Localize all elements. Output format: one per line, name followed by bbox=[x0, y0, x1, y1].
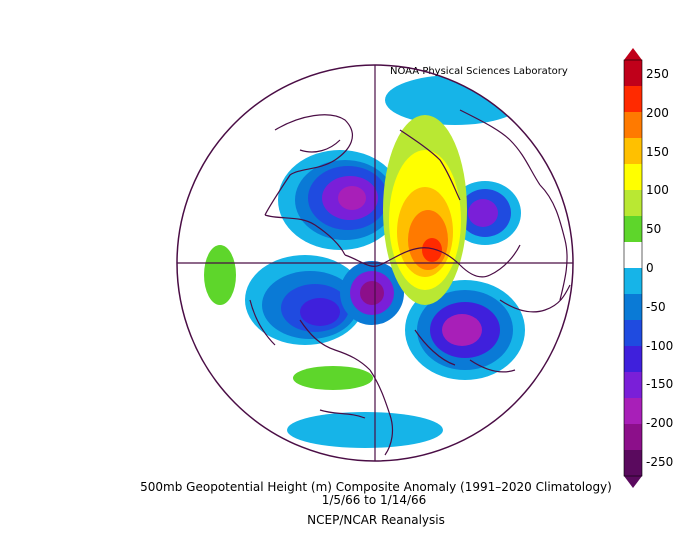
colorbar-arrow-up bbox=[624, 48, 642, 60]
anomaly-blob bbox=[293, 366, 373, 390]
anomaly-blob bbox=[287, 412, 443, 448]
colorbar-tick-label: -250 bbox=[646, 455, 674, 469]
anomaly-low-pacific bbox=[245, 255, 365, 345]
colorbar-segment bbox=[624, 112, 642, 139]
colorbar-segment bbox=[624, 294, 642, 321]
colorbar-segment bbox=[624, 164, 642, 191]
caption-line2: 1/5/66 to 1/14/66 bbox=[321, 493, 427, 507]
anomaly-field bbox=[204, 75, 525, 448]
colorbar-tick-label: 50 bbox=[646, 222, 662, 237]
anomaly-low-center bbox=[340, 261, 404, 325]
colorbar-outline bbox=[623, 59, 643, 477]
caption-line3: NCEP/NCAR Reanalysis bbox=[307, 513, 445, 527]
colorbar-segment bbox=[624, 216, 642, 243]
colorbar-segment bbox=[624, 398, 642, 425]
colorbar-segment bbox=[624, 372, 642, 399]
colorbar-segment bbox=[624, 86, 642, 113]
colorbar-tick-label: -150 bbox=[646, 377, 674, 392]
caption-line1: 500mb Geopotential Height (m) Composite … bbox=[140, 480, 612, 494]
colorbar-segment bbox=[624, 242, 642, 269]
colorbar-tick-label: -200 bbox=[646, 416, 674, 431]
colorbar-tick-label: 100 bbox=[646, 183, 669, 198]
anomaly-low-asia bbox=[449, 181, 521, 245]
colorbar-segment bbox=[624, 60, 642, 87]
polar-anomaly-map bbox=[176, 64, 574, 462]
colorbar-arrow-down bbox=[624, 476, 642, 488]
colorbar-tick-label: -50 bbox=[646, 299, 666, 314]
colorbar-tick-label: 0 bbox=[646, 261, 654, 275]
colorbar-segment bbox=[624, 320, 642, 347]
colorbar bbox=[623, 48, 643, 488]
colorbar-segment bbox=[624, 138, 642, 165]
credit-label: NOAA Physical Sciences Laboratory bbox=[390, 66, 568, 77]
colorbar-segment bbox=[624, 268, 642, 295]
coastlines bbox=[249, 109, 571, 456]
colorbar-tick-label: 200 bbox=[646, 105, 669, 120]
colorbar-segment bbox=[624, 424, 642, 451]
anomaly-low-siberia bbox=[278, 150, 402, 250]
colorbar-segment bbox=[624, 450, 642, 477]
colorbar-tick-label: 150 bbox=[646, 144, 669, 159]
colorbar-tick-label: 250 bbox=[646, 67, 669, 81]
anomaly-high-arctic bbox=[383, 115, 467, 305]
colorbar-segment bbox=[624, 346, 642, 373]
anomaly-blob bbox=[204, 245, 236, 305]
anomaly-low-europe bbox=[405, 280, 525, 380]
colorbar-tick-label: -100 bbox=[646, 338, 674, 353]
colorbar-segment bbox=[624, 190, 642, 217]
